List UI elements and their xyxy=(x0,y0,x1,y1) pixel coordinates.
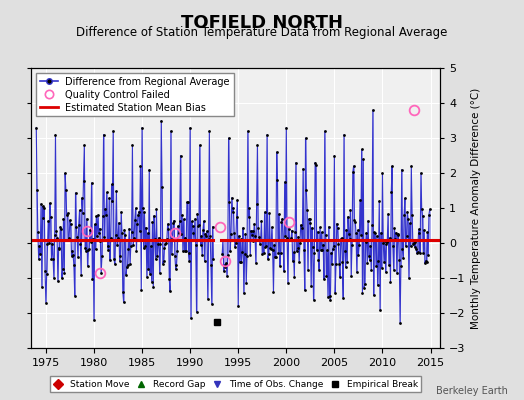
Text: TOFIELD NORTH: TOFIELD NORTH xyxy=(181,14,343,32)
Legend: Station Move, Record Gap, Time of Obs. Change, Empirical Break: Station Move, Record Gap, Time of Obs. C… xyxy=(50,376,421,392)
Y-axis label: Monthly Temperature Anomaly Difference (°C): Monthly Temperature Anomaly Difference (… xyxy=(471,87,481,329)
Text: Berkeley Earth: Berkeley Earth xyxy=(436,386,508,396)
Text: Difference of Station Temperature Data from Regional Average: Difference of Station Temperature Data f… xyxy=(77,26,447,39)
